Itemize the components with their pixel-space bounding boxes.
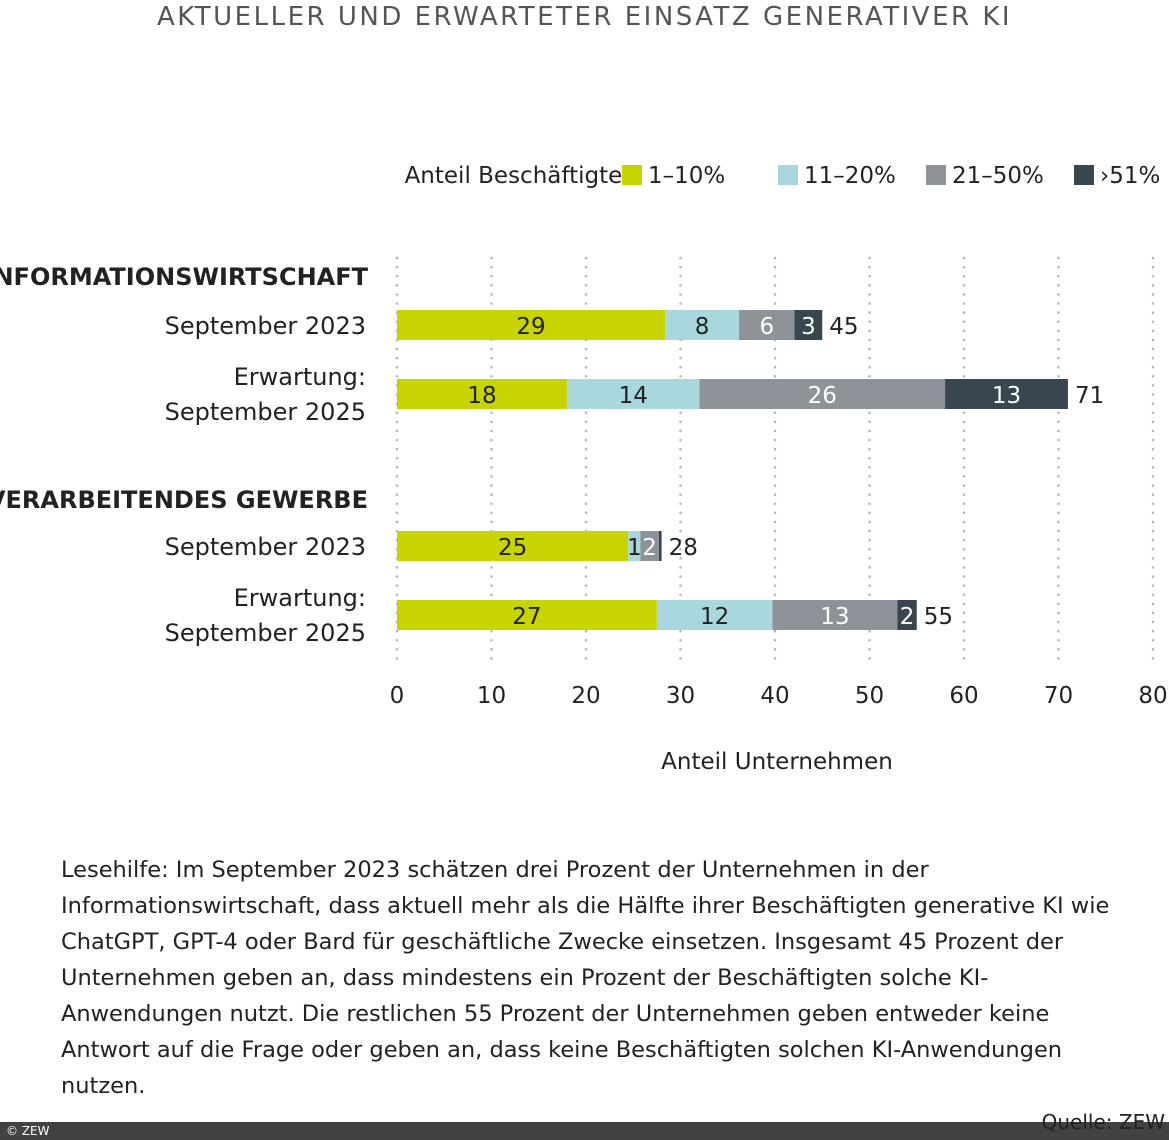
x-tick-label: 0 [390,683,405,709]
x-tick-label: 80 [1138,683,1167,709]
legend-label: 21–50% [952,163,1044,189]
bar-value-label: 29 [516,314,545,340]
legend-title: Anteil Beschäftigte: [405,163,630,189]
x-axis-label: Anteil Unternehmen [661,749,893,775]
legend-swatch [778,165,798,185]
bar-segment [945,379,1068,409]
bar-segment [640,531,659,561]
x-tick-label: 60 [949,683,978,709]
row-label: September 2023 [165,312,366,340]
bar-value-label: 18 [467,383,496,409]
bar-value-label: 26 [808,383,837,409]
bar-segment [567,379,700,409]
bar-value-label: 2 [900,604,915,630]
bar-value-label: 13 [820,604,849,630]
bar-segment [628,531,641,561]
row-label: Erwartung: [234,363,366,391]
legend-swatch [1074,165,1094,185]
bar-segment [397,310,666,340]
bar-segment [699,379,946,409]
x-tick-label: 10 [477,683,506,709]
bar-value-label: 2 [642,535,657,561]
x-tick-label: 40 [760,683,789,709]
bar-value-label: 3 [801,314,816,340]
row-label: September 2023 [165,533,366,561]
bar-value-label: 27 [512,604,541,630]
bar-total-label: 71 [1075,383,1104,409]
x-tick-label: 50 [855,683,884,709]
row-label: September 2025 [165,398,366,426]
bar-value-label: 12 [700,604,729,630]
legend-swatch [926,165,946,185]
row-label: Erwartung: [234,584,366,612]
source-label: Quelle: ZEW [1041,1110,1165,1134]
x-tick-label: 70 [1044,683,1073,709]
reading-note: Lesehilfe: Im September 2023 schätzen dr… [61,857,1110,1099]
bar-segment [897,600,917,630]
group-label: INFORMATIONSWIRTSCHAFT [0,263,369,291]
row-label: September 2025 [165,619,366,647]
legend-label: 11–20% [804,163,896,189]
bar-segment [772,600,898,630]
stacked-bar-chart: 0 10 20 30 40 50 60 70 80 Anteil Unternehmen Antei… [0,163,1168,775]
bar-total-label: 55 [924,604,953,630]
bar-value-label: 14 [619,383,648,409]
bar-value-label: 13 [992,383,1021,409]
chart-title: AKTUELLER UND ERWARTETER EINSATZ GENERAT… [156,2,1013,32]
bar-segment [665,310,740,340]
legend-label: ›51% [1100,163,1160,189]
bar-total-label: 28 [669,535,698,561]
bar-segment [397,379,568,409]
x-tick-label: 20 [571,683,600,709]
bar-value-label: 25 [498,535,527,561]
bar-total-label: 45 [829,314,858,340]
bar-segment [397,531,629,561]
bar-segment [656,600,773,630]
bar-value-label: 8 [695,314,710,340]
bar-segment [658,531,662,561]
bar-value-label: 1 [627,535,642,561]
bar-value-label: 6 [759,314,774,340]
legend-swatch [622,165,642,185]
copyright: © ZEW [6,1124,50,1138]
footer-bar [0,1122,1169,1140]
legend-label: 1–10% [648,163,725,189]
x-tick-label: 30 [666,683,695,709]
bar-segment [739,310,795,340]
group-label: VERARBEITENDES GEWERBE [0,486,368,514]
bar-segment [397,600,657,630]
bar-segment [794,310,823,340]
